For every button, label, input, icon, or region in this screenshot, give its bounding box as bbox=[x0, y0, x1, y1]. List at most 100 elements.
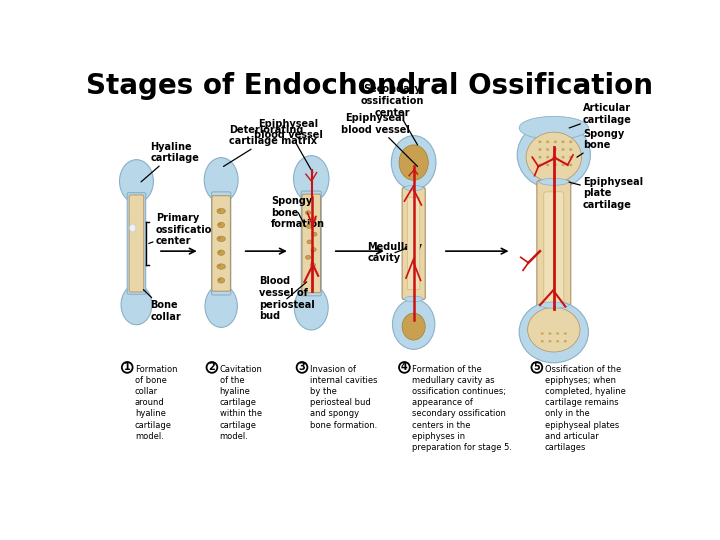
Text: Medullary
cavity: Medullary cavity bbox=[367, 242, 423, 264]
Circle shape bbox=[297, 362, 307, 373]
Ellipse shape bbox=[549, 340, 552, 342]
Ellipse shape bbox=[546, 156, 549, 159]
FancyBboxPatch shape bbox=[302, 194, 320, 293]
Text: Deteriorating
cartilage matrix: Deteriorating cartilage matrix bbox=[223, 125, 317, 166]
FancyBboxPatch shape bbox=[408, 197, 420, 289]
Ellipse shape bbox=[120, 160, 153, 203]
Text: Blood
vessel of
periosteal
bud: Blood vessel of periosteal bud bbox=[259, 276, 315, 321]
Ellipse shape bbox=[294, 285, 328, 330]
Ellipse shape bbox=[570, 164, 572, 166]
Text: Formation of the
medullary cavity as
ossification continues;
appearance of
secon: Formation of the medullary cavity as oss… bbox=[412, 365, 512, 452]
Ellipse shape bbox=[217, 208, 225, 214]
Ellipse shape bbox=[570, 156, 572, 159]
Text: Articular
cartilage: Articular cartilage bbox=[570, 103, 632, 128]
Text: Ossification of the
epiphyses; when
completed, hyaline
cartilage remains
only in: Ossification of the epiphyses; when comp… bbox=[544, 365, 626, 452]
FancyBboxPatch shape bbox=[544, 192, 564, 308]
Ellipse shape bbox=[405, 296, 423, 301]
Ellipse shape bbox=[517, 121, 590, 189]
Ellipse shape bbox=[218, 265, 221, 267]
FancyBboxPatch shape bbox=[212, 195, 230, 291]
Text: 2: 2 bbox=[209, 362, 215, 373]
Ellipse shape bbox=[570, 140, 572, 143]
Ellipse shape bbox=[564, 340, 567, 342]
Ellipse shape bbox=[564, 333, 567, 335]
Ellipse shape bbox=[307, 240, 312, 244]
Ellipse shape bbox=[541, 333, 544, 335]
Text: Epiphyseal
plate
cartilage: Epiphyseal plate cartilage bbox=[567, 177, 643, 210]
Ellipse shape bbox=[528, 307, 580, 352]
Circle shape bbox=[399, 362, 410, 373]
Ellipse shape bbox=[402, 313, 426, 340]
Circle shape bbox=[122, 362, 132, 373]
Ellipse shape bbox=[392, 136, 436, 190]
Ellipse shape bbox=[539, 140, 541, 143]
Ellipse shape bbox=[305, 211, 311, 214]
Ellipse shape bbox=[519, 301, 588, 363]
Ellipse shape bbox=[546, 164, 549, 166]
Ellipse shape bbox=[554, 140, 557, 143]
Ellipse shape bbox=[130, 224, 135, 232]
Ellipse shape bbox=[218, 210, 221, 211]
Ellipse shape bbox=[539, 164, 541, 166]
Circle shape bbox=[531, 362, 542, 373]
Text: 4: 4 bbox=[401, 362, 408, 373]
Text: Stages of Endochondral Ossification: Stages of Endochondral Ossification bbox=[86, 72, 652, 100]
FancyBboxPatch shape bbox=[301, 191, 321, 296]
Ellipse shape bbox=[204, 158, 238, 202]
Ellipse shape bbox=[217, 236, 225, 241]
Ellipse shape bbox=[205, 285, 238, 327]
Ellipse shape bbox=[539, 178, 568, 185]
Ellipse shape bbox=[392, 299, 435, 349]
Ellipse shape bbox=[217, 250, 225, 255]
Text: Primary
ossification
center: Primary ossification center bbox=[149, 213, 219, 246]
Ellipse shape bbox=[541, 340, 544, 342]
Text: 1: 1 bbox=[124, 362, 130, 373]
Ellipse shape bbox=[217, 278, 225, 283]
Ellipse shape bbox=[311, 248, 316, 252]
Text: Cavitation
of the
hyaline
cartilage
within the
cartilage
model.: Cavitation of the hyaline cartilage with… bbox=[220, 365, 263, 441]
Text: Epiphyseal
blood vessel: Epiphyseal blood vessel bbox=[341, 113, 418, 166]
Text: Spongy
bone
formation: Spongy bone formation bbox=[271, 196, 325, 229]
Ellipse shape bbox=[556, 340, 559, 342]
Text: Bone
collar: Bone collar bbox=[143, 289, 181, 322]
FancyBboxPatch shape bbox=[402, 187, 426, 300]
Ellipse shape bbox=[556, 333, 559, 335]
Ellipse shape bbox=[562, 148, 564, 151]
Ellipse shape bbox=[218, 279, 221, 281]
Ellipse shape bbox=[562, 164, 564, 166]
Ellipse shape bbox=[306, 225, 312, 228]
Ellipse shape bbox=[218, 237, 221, 239]
Ellipse shape bbox=[570, 148, 572, 151]
Ellipse shape bbox=[217, 222, 225, 228]
Text: Epiphyseal
blood vessel: Epiphyseal blood vessel bbox=[253, 119, 323, 173]
Ellipse shape bbox=[539, 302, 568, 308]
Ellipse shape bbox=[554, 164, 557, 166]
FancyBboxPatch shape bbox=[212, 192, 231, 295]
Ellipse shape bbox=[218, 223, 221, 225]
Ellipse shape bbox=[310, 263, 315, 267]
Ellipse shape bbox=[549, 333, 552, 335]
Text: Spongy
bone: Spongy bone bbox=[577, 129, 624, 157]
Ellipse shape bbox=[305, 255, 311, 259]
Ellipse shape bbox=[539, 156, 541, 159]
FancyBboxPatch shape bbox=[129, 195, 144, 292]
Ellipse shape bbox=[554, 148, 557, 151]
Ellipse shape bbox=[217, 264, 225, 269]
Ellipse shape bbox=[399, 145, 428, 180]
Ellipse shape bbox=[526, 132, 582, 182]
Ellipse shape bbox=[519, 117, 588, 139]
Text: 3: 3 bbox=[299, 362, 305, 373]
Circle shape bbox=[207, 362, 217, 373]
Text: 5: 5 bbox=[534, 362, 540, 373]
Text: Secondary
ossification
center: Secondary ossification center bbox=[361, 84, 424, 145]
Ellipse shape bbox=[405, 185, 423, 191]
Ellipse shape bbox=[554, 156, 557, 159]
Text: Hyaline
cartilage: Hyaline cartilage bbox=[141, 142, 199, 182]
Ellipse shape bbox=[218, 251, 221, 253]
FancyBboxPatch shape bbox=[537, 180, 571, 321]
Ellipse shape bbox=[546, 140, 549, 143]
Ellipse shape bbox=[539, 148, 541, 151]
FancyBboxPatch shape bbox=[127, 193, 145, 294]
Ellipse shape bbox=[562, 156, 564, 159]
Text: Formation
of bone
collar
around
hyaline
cartilage
model.: Formation of bone collar around hyaline … bbox=[135, 365, 177, 441]
